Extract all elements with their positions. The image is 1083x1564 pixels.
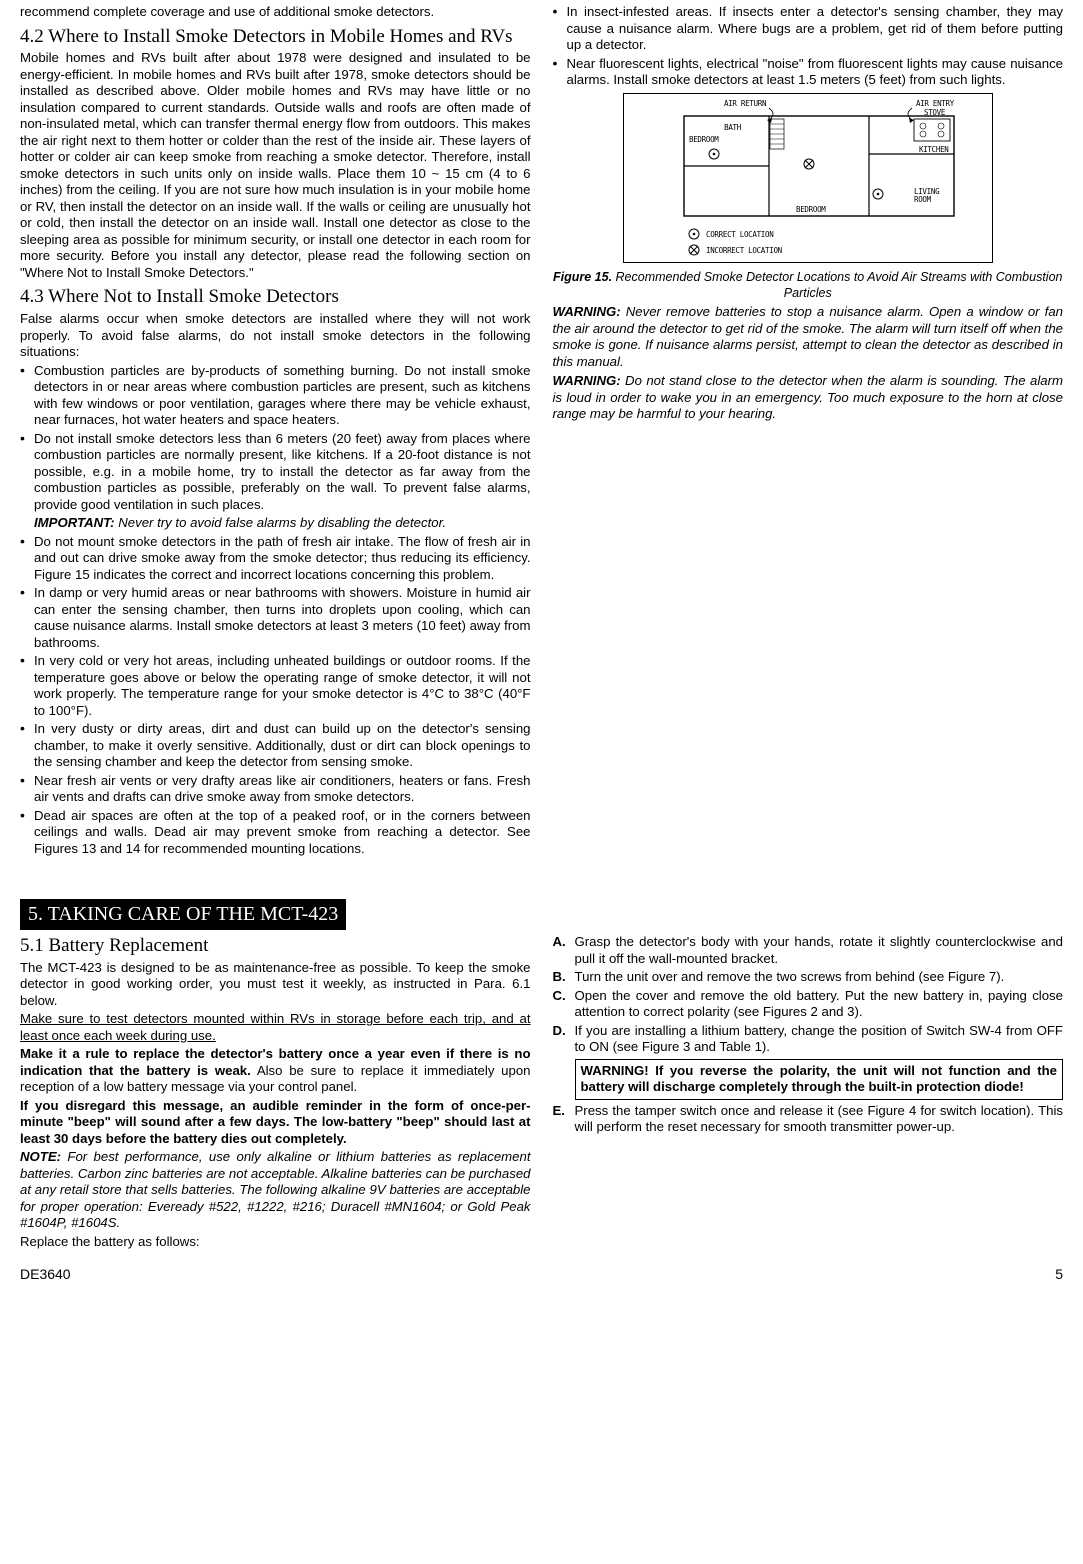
- label-air-entry: AIR ENTRY: [916, 99, 955, 108]
- s51-p1: The MCT-423 is designed to be as mainten…: [20, 960, 531, 1010]
- marker: C.: [553, 988, 566, 1005]
- note-text: For best performance, use only alkaline …: [20, 1149, 531, 1230]
- svg-text:ROOM: ROOM: [914, 195, 932, 204]
- bullet-item: Near fresh air vents or very drafty area…: [20, 773, 531, 806]
- label-bedroom: BEDROOM: [689, 135, 719, 144]
- warning-1: WARNING: Never remove batteries to stop …: [553, 304, 1064, 370]
- section-5-1-title: 5.1 Battery Replacement: [20, 934, 531, 958]
- figure-15: AIR RETURN AIR ENTRY: [553, 93, 1064, 302]
- section-5-block: 5. TAKING CARE OF THE MCT-423 5.1 Batter…: [20, 899, 1063, 1254]
- marker: D.: [553, 1023, 566, 1040]
- step-text: Turn the unit over and remove the two sc…: [575, 969, 1005, 984]
- s51-note: NOTE: For best performance, use only alk…: [20, 1149, 531, 1232]
- legend-incorrect: INCORRECT LOCATION: [706, 246, 782, 255]
- bullet-item: In very cold or very hot areas, includin…: [20, 653, 531, 719]
- warning-label: WARNING:: [553, 304, 621, 319]
- section-4-3-title: 4.3 Where Not to Install Smoke Detectors: [20, 285, 531, 309]
- section-4-block: recommend complete coverage and use of a…: [20, 4, 1063, 859]
- label-stove: STOVE: [924, 108, 946, 117]
- step-A: A. Grasp the detector's body with your ha…: [553, 934, 1064, 967]
- bullet-item: Do not mount smoke detectors in the path…: [20, 534, 531, 584]
- bullet-item: Do not install smoke detectors less than…: [20, 431, 531, 514]
- replace-steps-cont: E. Press the tamper switch once and relea…: [553, 1103, 1064, 1136]
- marker: B.: [553, 969, 566, 986]
- section-4-2-title: 4.2 Where to Install Smoke Detectors in …: [20, 25, 531, 49]
- footer-left: DE3640: [20, 1266, 71, 1284]
- bullet-item: In insect-infested areas. If insects ent…: [553, 4, 1064, 54]
- bullet-item: Dead air spaces are often at the top of …: [20, 808, 531, 858]
- label-air-return: AIR RETURN: [724, 99, 766, 108]
- bullet-item: In damp or very humid areas or near bath…: [20, 585, 531, 651]
- note-label: NOTE:: [20, 1149, 61, 1164]
- warning-text: Do not stand close to the detector when …: [553, 373, 1064, 421]
- step-text: Open the cover and remove the old batter…: [575, 988, 1064, 1020]
- s51-p4-bold: If you disregard this message, an audibl…: [20, 1098, 531, 1146]
- bullet-item: Combustion particles are by-products of …: [20, 363, 531, 429]
- bullet-item: Near fluorescent lights, electrical "noi…: [553, 56, 1064, 89]
- step-text: If you are installing a lithium battery,…: [575, 1023, 1064, 1055]
- warning-text: Never remove batteries to stop a nuisanc…: [553, 304, 1064, 369]
- intro-para: recommend complete coverage and use of a…: [20, 4, 531, 21]
- figure-15-diagram: AIR RETURN AIR ENTRY: [623, 93, 993, 263]
- s51-p3: Make it a rule to replace the detector's…: [20, 1046, 531, 1096]
- section-4-3-intro: False alarms occur when smoke detectors …: [20, 311, 531, 361]
- footer-right: 5: [1055, 1266, 1063, 1284]
- step-text: Press the tamper switch once and release…: [575, 1103, 1064, 1135]
- step-C: C. Open the cover and remove the old batt…: [553, 988, 1064, 1021]
- important-label: IMPORTANT:: [34, 515, 115, 530]
- figure-caption-bold: Figure 15.: [553, 270, 612, 284]
- label-kitchen: KITCHEN: [919, 145, 949, 154]
- important-text: Never try to avoid false alarms by disab…: [115, 515, 447, 530]
- replace-intro: Replace the battery as follows:: [20, 1234, 531, 1251]
- bullet-item: In very dusty or dirty areas, dirt and d…: [20, 721, 531, 771]
- polarity-warning-box: WARNING! If you reverse the polarity, th…: [575, 1059, 1064, 1100]
- step-B: B. Turn the unit over and remove the two …: [553, 969, 1064, 986]
- label-bath: BATH: [724, 123, 742, 132]
- chapter-5-heading: 5. TAKING CARE OF THE MCT-423: [20, 899, 346, 930]
- figure-caption-text: Recommended Smoke Detector Locations to …: [612, 270, 1062, 300]
- section-4-2-body: Mobile homes and RVs built after about 1…: [20, 50, 531, 281]
- marker: A.: [553, 934, 566, 951]
- step-D: D. If you are installing a lithium batter…: [553, 1023, 1064, 1056]
- label-bedroom2: BEDROOM: [796, 205, 826, 214]
- warning-label: WARNING:: [553, 373, 621, 388]
- replace-steps: A. Grasp the detector's body with your ha…: [553, 934, 1064, 1056]
- important-note: IMPORTANT: Never try to avoid false alar…: [20, 515, 531, 532]
- page-footer: DE3640 5: [20, 1266, 1063, 1284]
- step-E: E. Press the tamper switch once and relea…: [553, 1103, 1064, 1136]
- section-divider: [20, 859, 1063, 899]
- legend-correct: CORRECT LOCATION: [706, 230, 773, 239]
- figure-15-caption: Figure 15. Recommended Smoke Detector Lo…: [553, 270, 1064, 301]
- step-text: Grasp the detector's body with your hand…: [575, 934, 1064, 966]
- section-4-3-list: Combustion particles are by-products of …: [20, 363, 531, 514]
- s51-p4: If you disregard this message, an audibl…: [20, 1098, 531, 1148]
- marker: E.: [553, 1103, 565, 1120]
- s51-p2-underline: Make sure to test detectors mounted with…: [20, 1011, 531, 1044]
- warning-2: WARNING: Do not stand close to the detec…: [553, 373, 1064, 423]
